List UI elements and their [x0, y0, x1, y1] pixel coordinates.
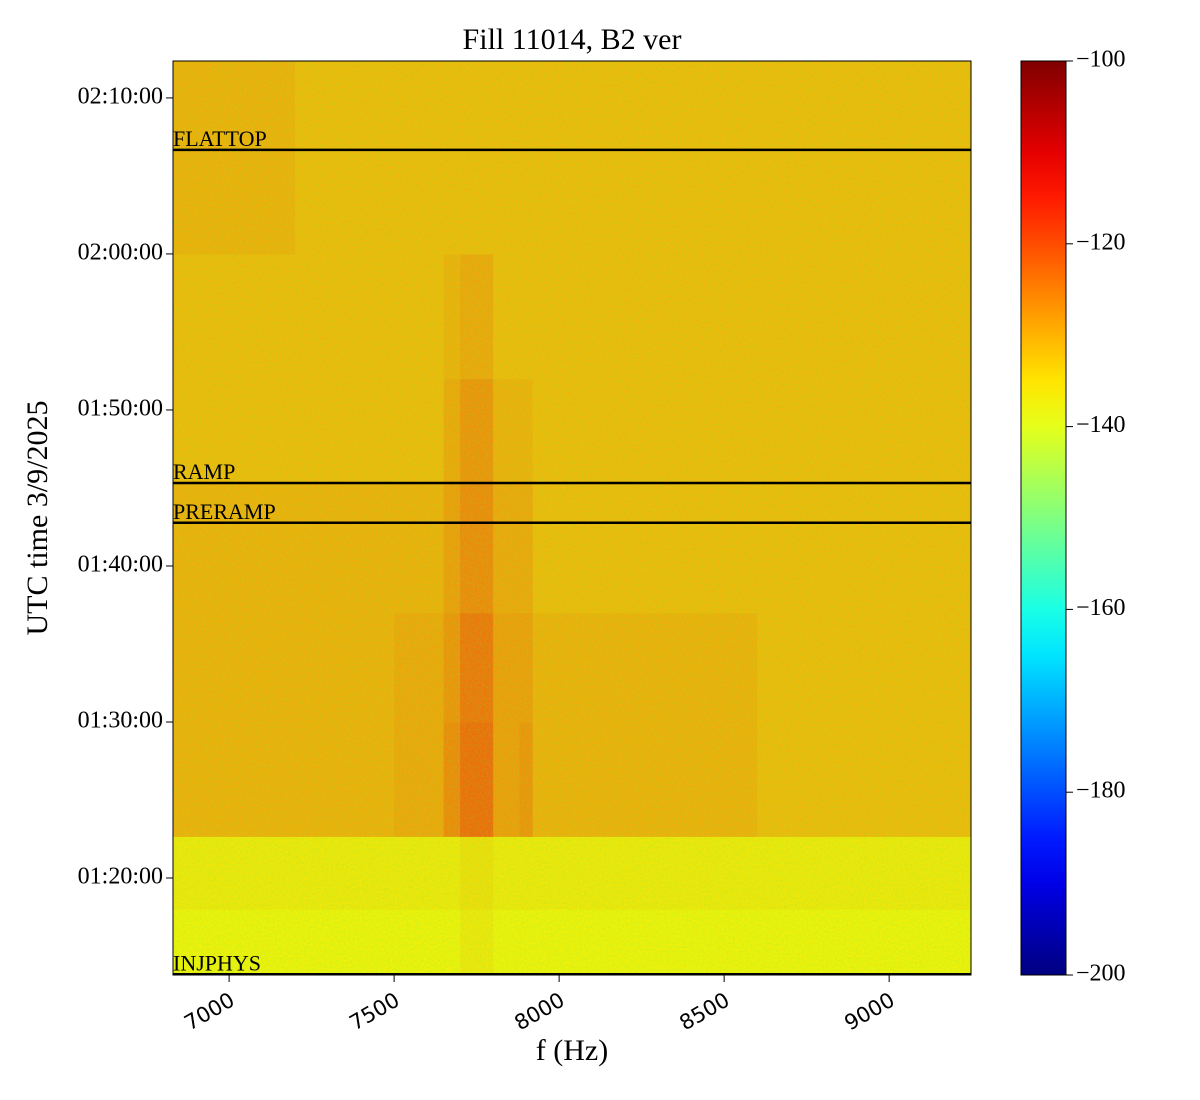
x-axis-label: f (Hz) [536, 1034, 608, 1067]
noise-texture [173, 61, 971, 975]
colorbar-tick-label: −140 [1076, 412, 1126, 438]
phase-label: RAMP [173, 459, 235, 484]
y-tick-label: 01:30:00 [78, 707, 163, 733]
x-tick-label: 7000 [180, 988, 238, 1036]
x-tick-label: 8000 [510, 988, 568, 1036]
colorbar-tick-label: −100 [1076, 47, 1126, 73]
y-tick-label: 01:50:00 [78, 395, 163, 421]
colorbar-tick-label: −160 [1076, 595, 1126, 621]
plot-frame [172, 60, 972, 976]
y-tick-label: 02:10:00 [78, 83, 163, 109]
colorbar-tick-label: −120 [1076, 229, 1126, 255]
x-tick-label: 7500 [345, 988, 403, 1036]
chart-title: Fill 11014, B2 ver [463, 23, 682, 56]
y-tick-label: 01:20:00 [78, 864, 163, 890]
colorbar [1021, 61, 1066, 975]
phase-label: PRERAMP [173, 499, 276, 524]
x-tick-label: 9000 [840, 988, 898, 1036]
phase-label: INJPHYS [173, 950, 261, 975]
y-tick-label: 02:00:00 [78, 239, 163, 265]
x-tick-label: 8500 [675, 988, 733, 1036]
y-axis-label: UTC time 3/9/2025 [21, 401, 54, 636]
colorbar-tick-label: −200 [1076, 961, 1126, 987]
y-tick-label: 01:40:00 [78, 551, 163, 577]
colorbar-frame [1020, 60, 1067, 976]
colorbar-tick-label: −180 [1076, 778, 1126, 804]
phase-label: FLATTOP [173, 126, 267, 151]
